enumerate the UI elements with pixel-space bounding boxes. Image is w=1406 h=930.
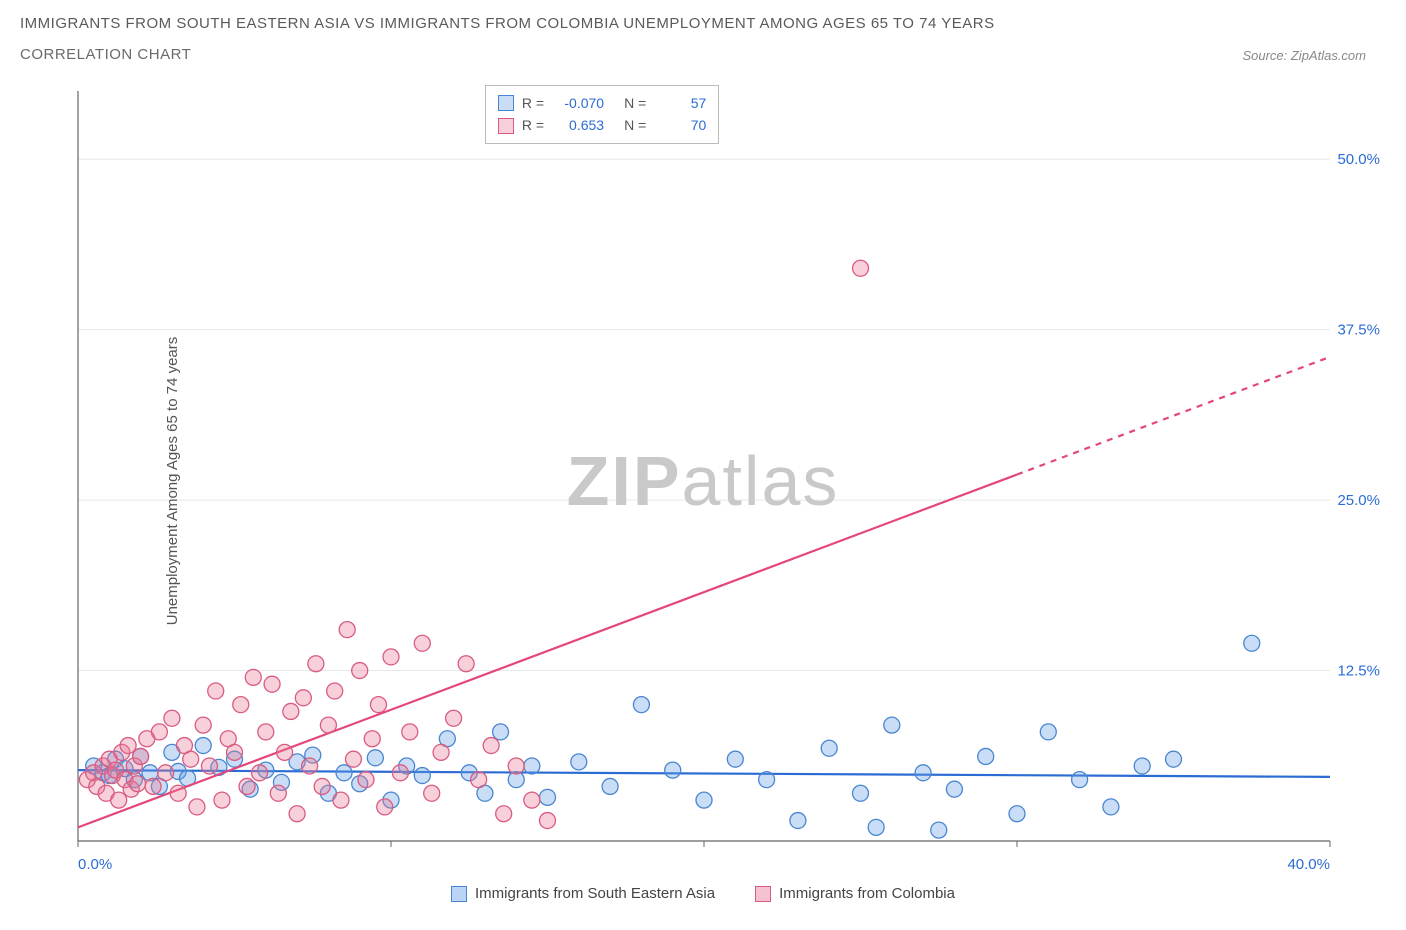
source-prefix: Source: — [1242, 48, 1290, 63]
svg-text:12.5%: 12.5% — [1337, 663, 1380, 680]
n-label: N = — [624, 92, 646, 114]
svg-text:37.5%: 37.5% — [1337, 322, 1380, 339]
chart-title: IMMIGRANTS FROM SOUTH EASTERN ASIA VS IM… — [20, 12, 1242, 36]
svg-text:0.0%: 0.0% — [78, 856, 112, 873]
series-legend-label: Immigrants from Colombia — [779, 885, 955, 902]
correlation-legend-row: R = -0.070 N = 57 — [498, 92, 706, 114]
series-legend: Immigrants from South Eastern Asia Immigr… — [0, 885, 1406, 902]
legend-swatch — [498, 95, 514, 111]
r-label: R = — [522, 92, 544, 114]
header: IMMIGRANTS FROM SOUTH EASTERN ASIA VS IM… — [0, 0, 1406, 71]
legend-swatch — [755, 886, 771, 902]
series-legend-label: Immigrants from South Eastern Asia — [475, 885, 715, 902]
title-block: IMMIGRANTS FROM SOUTH EASTERN ASIA VS IM… — [20, 12, 1242, 63]
series-legend-item: Immigrants from Colombia — [755, 885, 955, 902]
correlation-legend-row: R = 0.653 N = 70 — [498, 114, 706, 136]
n-label: N = — [624, 114, 646, 136]
y-axis-label: Unemployment Among Ages 65 to 74 years — [164, 337, 181, 626]
source-name: ZipAtlas.com — [1291, 48, 1366, 63]
chart-subtitle: CORRELATION CHART — [20, 46, 1242, 63]
correlation-legend: R = -0.070 N = 57 R = 0.653 N = 70 — [485, 85, 719, 144]
r-value: -0.070 — [556, 92, 604, 114]
n-value: 57 — [658, 92, 706, 114]
r-value: 0.653 — [556, 114, 604, 136]
r-label: R = — [522, 114, 544, 136]
svg-text:25.0%: 25.0% — [1337, 492, 1380, 509]
n-value: 70 — [658, 114, 706, 136]
svg-text:50.0%: 50.0% — [1337, 151, 1380, 168]
svg-text:40.0%: 40.0% — [1287, 856, 1330, 873]
series-legend-item: Immigrants from South Eastern Asia — [451, 885, 715, 902]
legend-swatch — [498, 118, 514, 134]
legend-swatch — [451, 886, 467, 902]
chart-container: Unemployment Among Ages 65 to 74 years 1… — [20, 81, 1386, 881]
source-attribution: Source: ZipAtlas.com — [1242, 48, 1386, 63]
scatter-chart: 12.5% 25.0% 37.5% 50.0% 0.0% 40.0% — [20, 81, 1386, 881]
